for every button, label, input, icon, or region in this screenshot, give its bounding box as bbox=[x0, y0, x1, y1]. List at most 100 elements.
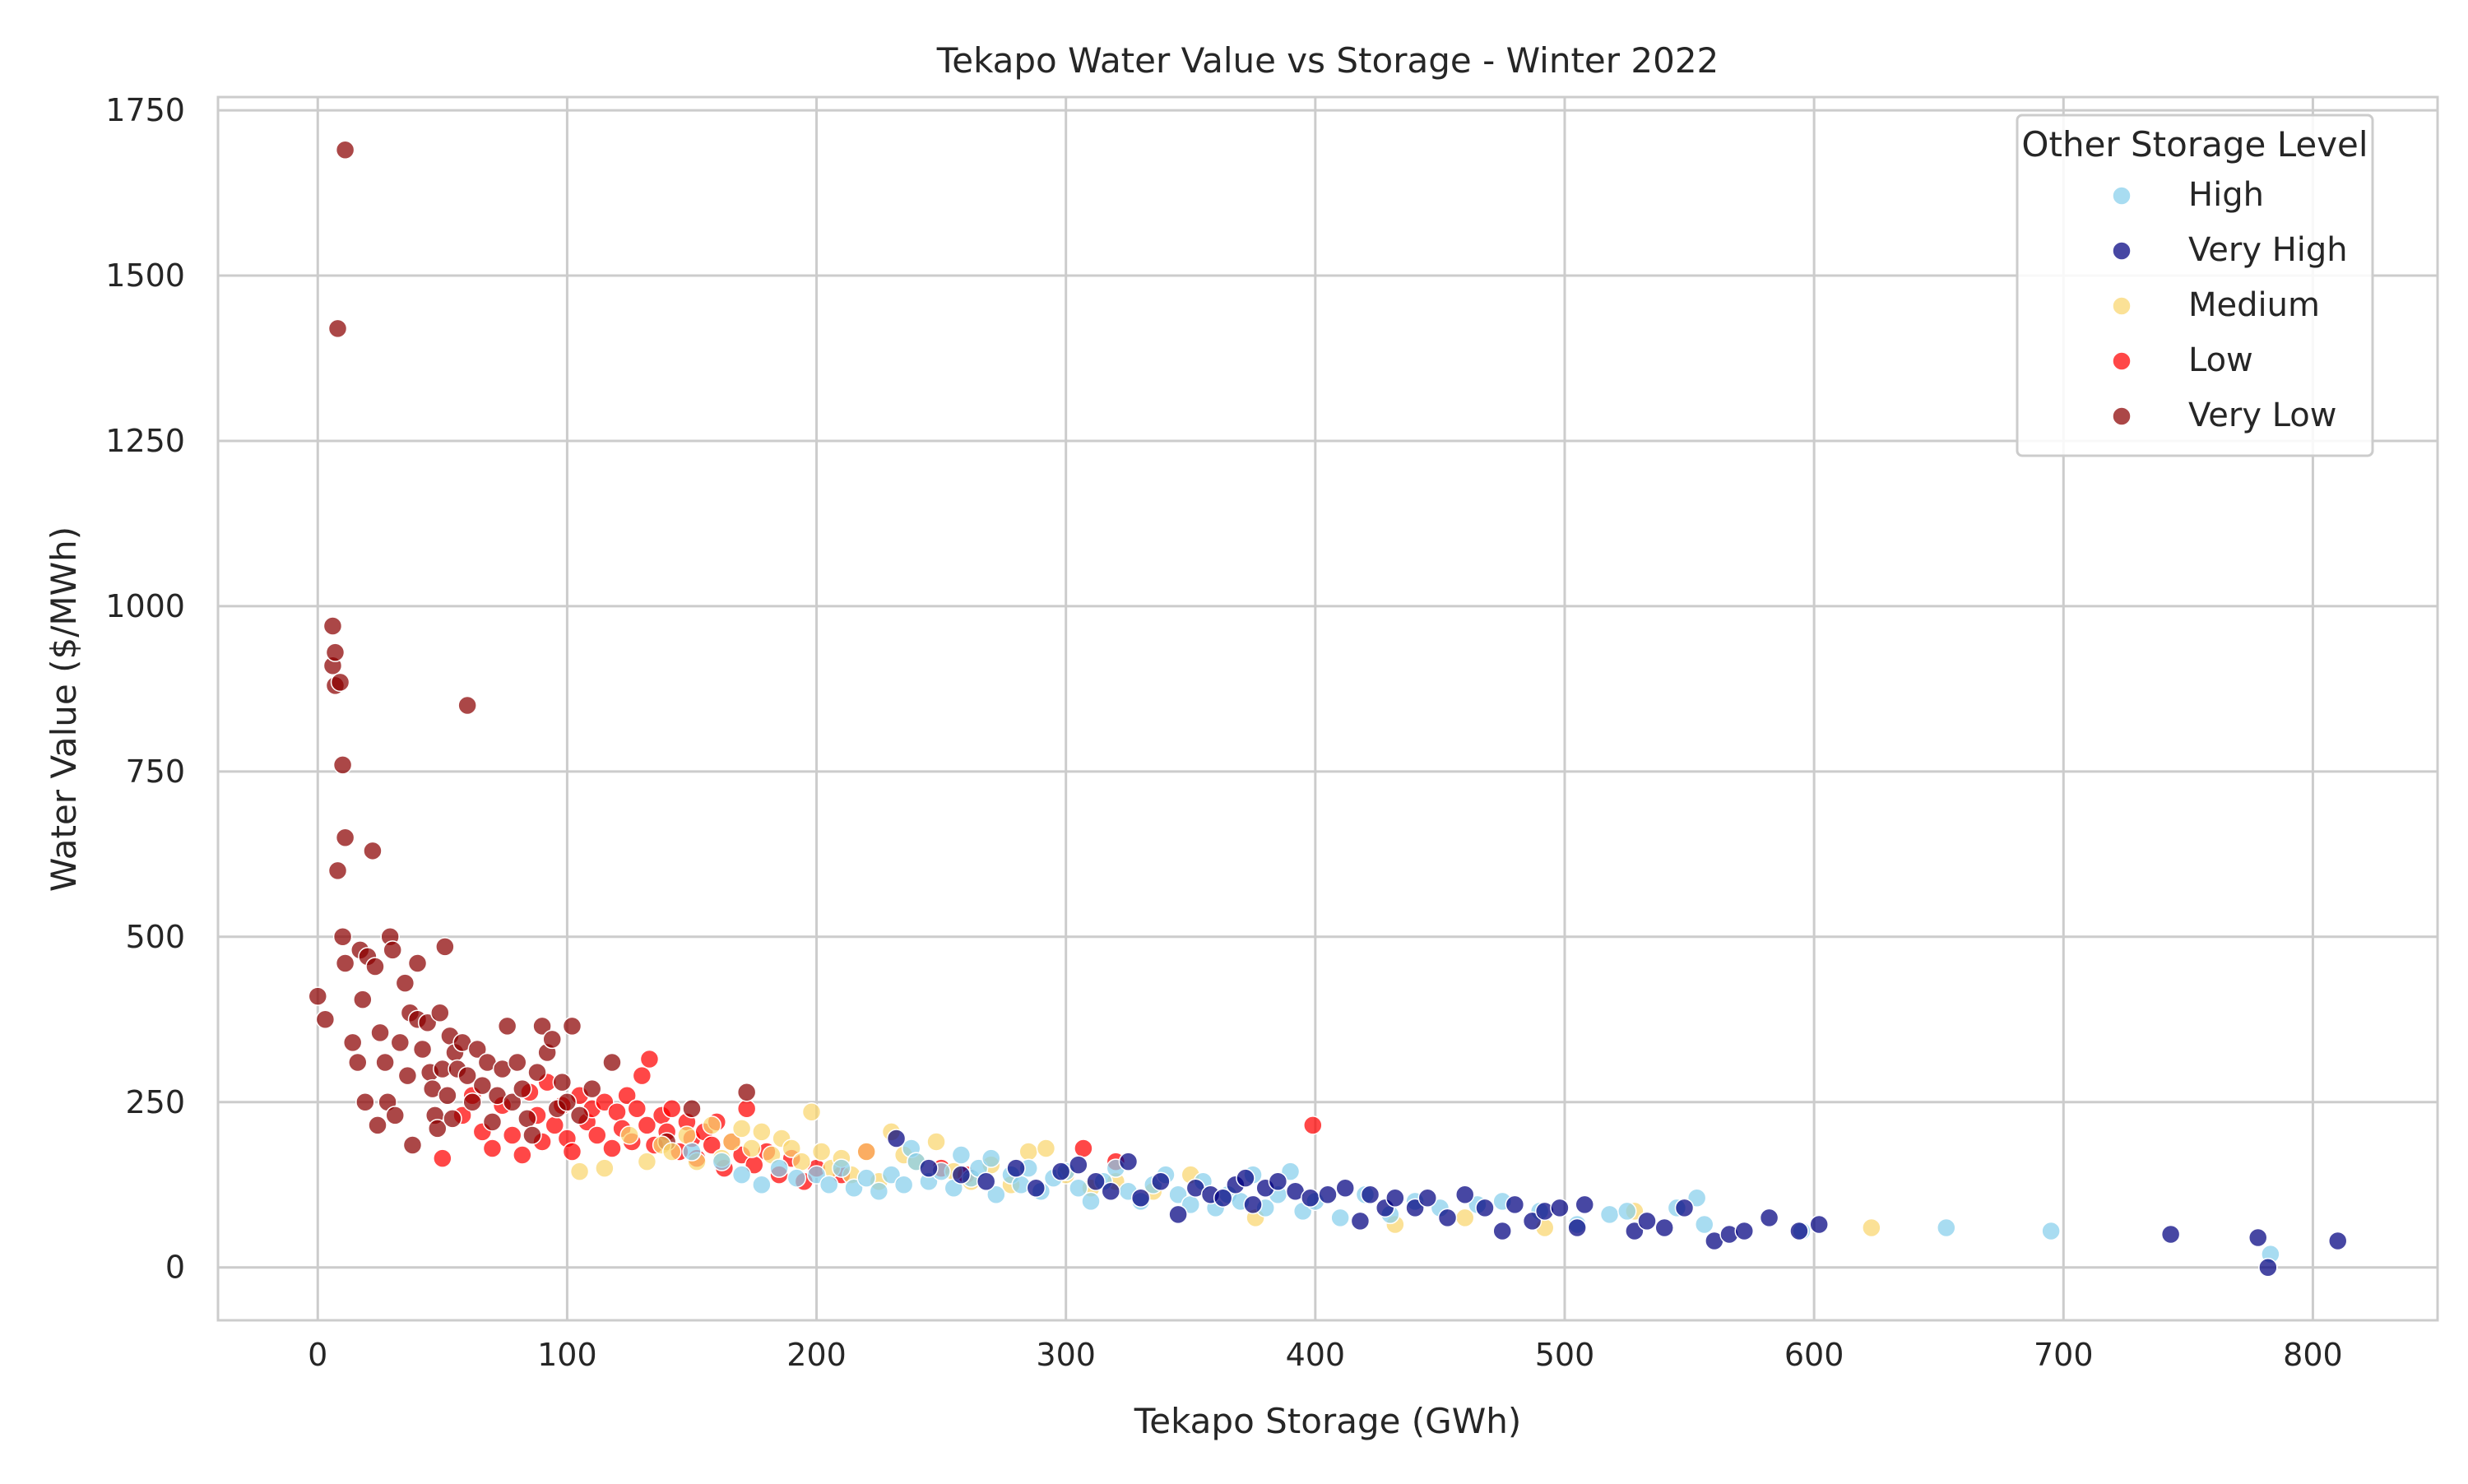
data-point-very-high bbox=[1505, 1194, 1525, 1215]
x-tick-label: 600 bbox=[1784, 1337, 1844, 1373]
legend-label: High bbox=[2188, 176, 2264, 214]
data-point-very-low bbox=[552, 1072, 573, 1092]
data-point-medium bbox=[677, 1125, 697, 1145]
data-point-very-high bbox=[1385, 1188, 1405, 1208]
data-point-medium bbox=[741, 1139, 762, 1158]
data-point-very-low bbox=[390, 1032, 411, 1053]
data-point-low bbox=[513, 1145, 532, 1165]
data-point-low bbox=[617, 1085, 637, 1106]
data-point-very-low bbox=[736, 1082, 757, 1102]
data-point-very-high bbox=[1454, 1185, 1475, 1205]
data-point-low bbox=[562, 1142, 582, 1162]
data-point-high bbox=[1330, 1208, 1350, 1228]
y-tick-label: 1000 bbox=[105, 588, 185, 624]
data-point-high bbox=[869, 1181, 889, 1202]
y-tick-label: 1250 bbox=[105, 423, 185, 459]
x-tick-label: 300 bbox=[1036, 1337, 1096, 1373]
legend-marker bbox=[2112, 351, 2132, 371]
y-tick-label: 1500 bbox=[105, 257, 185, 294]
data-point-very-high bbox=[2258, 1257, 2278, 1278]
data-point-very-high bbox=[1213, 1188, 1233, 1208]
legend-label: Medium bbox=[2188, 286, 2320, 324]
data-point-very-high bbox=[1236, 1168, 1255, 1188]
data-point-low bbox=[433, 1148, 452, 1168]
data-point-very-high bbox=[1130, 1188, 1151, 1208]
data-point-very-low bbox=[407, 953, 428, 973]
y-tick-label: 250 bbox=[125, 1084, 185, 1120]
x-tick-label: 200 bbox=[786, 1337, 847, 1373]
legend-box bbox=[2016, 114, 2374, 457]
data-point-very-high bbox=[2327, 1231, 2348, 1251]
data-point-very-high bbox=[1151, 1171, 1171, 1191]
data-point-very-high bbox=[1759, 1208, 1779, 1228]
y-axis-label: Water Value ($/MWh) bbox=[44, 526, 84, 892]
data-point-very-low bbox=[308, 986, 328, 1006]
data-point-very-high bbox=[1492, 1221, 1512, 1241]
data-point-very-low bbox=[348, 1052, 368, 1073]
data-point-high bbox=[981, 1148, 1001, 1168]
data-point-low bbox=[627, 1099, 647, 1119]
data-point-medium bbox=[1862, 1217, 1881, 1238]
data-point-medium bbox=[731, 1119, 752, 1139]
data-point-very-low bbox=[522, 1125, 542, 1145]
x-tick-label: 0 bbox=[308, 1337, 327, 1373]
data-point-medium bbox=[801, 1102, 822, 1122]
data-point-very-low bbox=[335, 953, 355, 973]
data-point-very-high bbox=[1268, 1171, 1288, 1191]
data-point-very-low bbox=[508, 1052, 527, 1073]
data-point-low bbox=[736, 1099, 757, 1119]
data-point-very-low bbox=[462, 1092, 482, 1112]
data-point-very-low bbox=[412, 1039, 433, 1060]
data-point-very-low bbox=[353, 990, 373, 1009]
data-point-low bbox=[482, 1139, 503, 1158]
data-point-high bbox=[1599, 1204, 1620, 1225]
data-point-very-high bbox=[1118, 1152, 1139, 1171]
data-point-very-low bbox=[365, 957, 385, 976]
data-point-very-low bbox=[502, 1092, 522, 1112]
data-point-very-high bbox=[1335, 1178, 1355, 1198]
data-point-very-low bbox=[395, 973, 415, 993]
data-point-low bbox=[661, 1099, 682, 1119]
data-point-high bbox=[893, 1175, 914, 1194]
legend-label: Very High bbox=[2188, 231, 2348, 269]
data-point-very-high bbox=[1168, 1204, 1188, 1225]
data-point-high bbox=[731, 1165, 752, 1185]
data-point-low bbox=[607, 1102, 627, 1122]
x-tick-label: 500 bbox=[1535, 1337, 1595, 1373]
data-point-high bbox=[1617, 1201, 1637, 1222]
data-point-very-high bbox=[951, 1165, 972, 1185]
tick-labels: 0 100 200 300 400 500 600 700 800 0 250 500 750 1000 1… bbox=[105, 92, 2342, 1373]
data-point-very-low bbox=[385, 1106, 405, 1125]
data-point-very-low bbox=[315, 1009, 336, 1030]
data-point-low bbox=[1303, 1115, 1323, 1135]
data-point-very-low bbox=[335, 140, 355, 160]
data-point-very-low bbox=[325, 642, 346, 662]
legend-marker bbox=[2112, 296, 2132, 316]
data-point-very-low bbox=[397, 1065, 418, 1086]
data-point-very-low bbox=[457, 695, 477, 716]
x-tick-label: 700 bbox=[2034, 1337, 2094, 1373]
data-point-high bbox=[712, 1152, 732, 1171]
data-point-very-low bbox=[355, 1092, 375, 1112]
legend-item-medium: Medium bbox=[2112, 286, 2320, 324]
data-point-medium bbox=[791, 1152, 812, 1171]
x-tick-label: 100 bbox=[537, 1337, 597, 1373]
data-point-very-low bbox=[435, 937, 455, 957]
legend-label: Very Low bbox=[2188, 397, 2336, 434]
legend-marker bbox=[2112, 186, 2132, 206]
data-point-very-low bbox=[482, 1112, 503, 1132]
data-point-very-low bbox=[322, 616, 343, 636]
data-point-medium bbox=[595, 1158, 615, 1178]
data-point-low bbox=[602, 1139, 622, 1158]
data-point-very-high bbox=[1674, 1198, 1695, 1218]
data-point-very-high bbox=[1360, 1185, 1380, 1205]
legend-item-very-low: Very Low bbox=[2112, 397, 2336, 434]
data-point-medium bbox=[811, 1142, 832, 1162]
data-point-low bbox=[1074, 1139, 1093, 1158]
data-point-very-low bbox=[430, 1003, 450, 1023]
data-point-high bbox=[2041, 1221, 2061, 1241]
data-point-very-low bbox=[569, 1106, 590, 1125]
legend-item-low: Low bbox=[2112, 341, 2253, 379]
data-point-very-low bbox=[602, 1052, 622, 1073]
data-point-very-low bbox=[363, 841, 383, 861]
